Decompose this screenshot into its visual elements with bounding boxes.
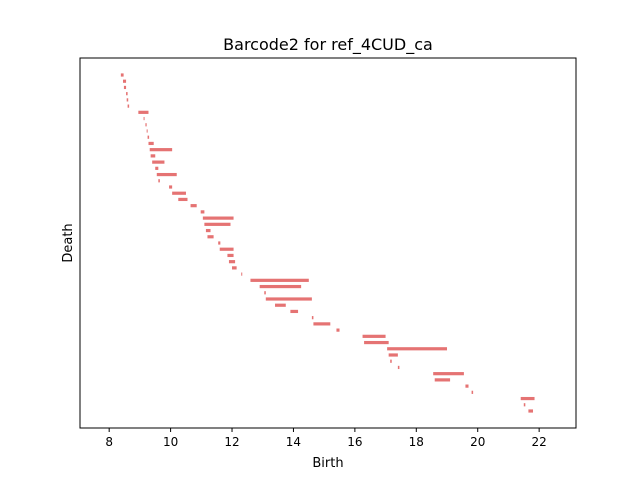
barcode-bar [152,160,165,164]
x-tick-label: 20 [470,435,485,449]
x-tick-label: 14 [286,435,301,449]
barcode-bar [471,390,474,394]
barcode-bar [397,365,400,370]
x-tick-label: 12 [224,435,239,449]
barcode-bar [158,179,160,183]
barcode-bar [172,191,186,195]
barcode-bar [150,154,156,158]
barcode-bar [290,309,299,314]
barcode-bar [178,197,188,202]
barcode-bar [145,123,147,127]
barcode-bar [241,272,243,276]
barcode-bar [146,129,148,133]
barcode-bar [250,278,309,282]
barcode-bar [265,297,312,301]
barcode-bar [205,228,211,233]
barcode-bar [227,253,234,258]
barcode-bar [126,92,128,96]
barcode-bar [313,322,331,326]
x-tick-label: 8 [105,435,113,449]
barcode-bar [155,166,159,170]
barcode-bar [219,247,234,251]
barcode-bar [138,110,149,114]
barcode-bar [390,359,392,363]
barcode-bar [336,328,340,332]
x-tick-label: 10 [163,435,178,449]
barcode-bar [218,241,221,245]
barcode-bar [387,347,448,351]
barcode-bar [433,372,464,376]
barcode-bar [259,284,302,289]
barcode-bar [520,396,535,401]
barcode-bar [148,141,154,146]
barcode-bar [156,172,177,177]
barcode-bar [147,135,150,139]
barcode-bar [123,85,127,90]
barcode-bar [190,204,197,208]
barcode-bar [126,98,129,102]
x-tick-label: 18 [409,435,424,449]
x-tick-label: 16 [347,435,362,449]
barcode-bar [362,334,386,338]
x-axis-ticks: 8 10 12 14 16 18 20 22 [105,428,547,449]
barcode-bar [202,216,234,220]
barcode-bar [169,185,173,189]
barcode-bar [207,235,214,239]
plot-frame [79,57,577,429]
barcode-bar [232,266,237,270]
barcode-bar [523,403,526,407]
x-tick-label: 22 [532,435,547,449]
barcode-bar [200,210,205,214]
chart-title: Barcode2 for ref_4CUD_ca [223,35,433,55]
y-axis-label: Death [61,223,76,262]
x-axis-label: Birth [312,456,343,471]
barcode-bar [127,104,130,108]
barcode-bar [120,73,124,77]
barcode-bar [434,378,451,382]
barcode-bar [204,222,231,226]
barcode-bar [149,148,173,152]
barcode-bar [275,303,286,307]
barcode-bars [120,73,535,413]
barcode-bar [123,79,127,83]
barcode-bar [528,409,534,413]
barcode-bar [311,316,314,320]
barcode-bar [388,353,398,357]
barcode-bar [264,291,266,295]
barcode-bar [228,260,236,264]
barcode-bar [364,340,389,345]
barcode-bar [465,384,469,388]
barcode-bar [143,116,145,121]
